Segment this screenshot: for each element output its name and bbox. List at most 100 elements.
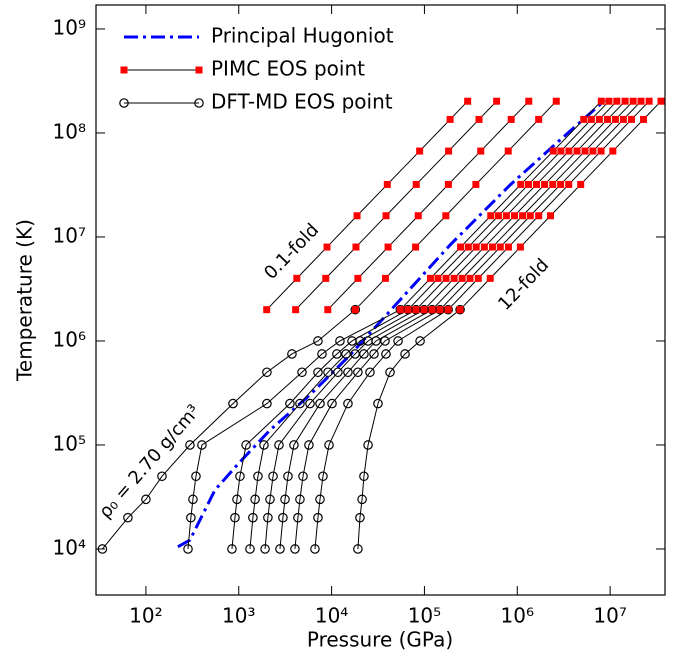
pimc-point <box>502 212 510 220</box>
y-axis-label: Temperature (K) <box>13 219 37 382</box>
dft-point <box>369 349 379 359</box>
dft-point <box>359 471 369 482</box>
pimc-point <box>493 97 501 105</box>
pimc-point <box>354 274 362 282</box>
pimc-point <box>565 147 573 155</box>
dft-point <box>313 336 323 346</box>
pimc-point <box>504 147 512 155</box>
dft-point <box>185 440 195 450</box>
pimc-point <box>629 97 637 105</box>
legend-label: PIMC EOS point <box>211 57 365 81</box>
isochore-line <box>264 309 425 550</box>
pimc-point <box>486 274 494 282</box>
dft-point <box>263 512 273 523</box>
pimc-point <box>293 274 301 282</box>
pimc-point <box>487 212 495 220</box>
pimc-point <box>577 180 585 188</box>
pimc-point <box>464 97 472 105</box>
isochore-line <box>415 100 618 311</box>
dft-point <box>191 471 201 482</box>
isochore-line <box>399 100 602 311</box>
dft-point <box>188 494 198 505</box>
dft-point <box>305 398 315 409</box>
dft-point <box>343 398 353 409</box>
plot-frame <box>95 4 666 596</box>
pimc-point <box>589 147 597 155</box>
dft-point <box>290 544 300 554</box>
isochore-line <box>102 309 356 550</box>
dft-point <box>353 367 363 378</box>
dft-point <box>315 398 325 409</box>
dft-point <box>295 398 305 409</box>
pimc-point <box>434 274 442 282</box>
y-tick-label: 10⁴ <box>53 535 86 559</box>
pimc-point <box>382 212 390 220</box>
annotation: 12-fold <box>494 255 553 315</box>
pimc-point <box>510 212 518 220</box>
pimc-point <box>532 180 540 188</box>
pimc-point <box>496 243 504 251</box>
dft-point <box>228 398 238 409</box>
isochore-line <box>447 100 650 311</box>
pimc-point <box>535 212 543 220</box>
x-tick-label: 10⁶ <box>501 604 534 628</box>
pimc-point <box>480 243 488 251</box>
pimc-point <box>565 180 573 188</box>
pimc-point <box>525 97 533 105</box>
dft-point <box>415 336 425 346</box>
dft-point <box>327 398 337 409</box>
dft-point <box>123 512 133 523</box>
pimc-point <box>581 147 589 155</box>
pimc-point <box>466 274 474 282</box>
dft-point <box>343 367 353 378</box>
isochore-line <box>279 309 433 550</box>
pimc-point <box>324 306 332 314</box>
dft-point <box>315 494 325 505</box>
dft-point <box>245 544 255 554</box>
dft-point <box>350 304 361 315</box>
pimc-point <box>507 115 515 123</box>
pimc-point <box>384 243 392 251</box>
pimc-point <box>436 306 444 314</box>
annotation: ρ₀ = 2.70 g/cm³ <box>95 401 205 523</box>
isochore-line <box>231 309 409 550</box>
pimc-point <box>611 115 619 123</box>
pimc-point <box>351 306 359 314</box>
pimc-point <box>557 147 565 155</box>
y-tick-label: 10⁶ <box>53 327 86 351</box>
isochore-line <box>459 100 662 311</box>
dft-point <box>335 336 345 346</box>
isochore-line <box>249 309 417 550</box>
pimc-point <box>573 147 581 155</box>
pimc-point <box>516 243 524 251</box>
pimc-point <box>412 243 420 251</box>
dft-point <box>455 304 465 315</box>
dft-point <box>380 336 390 346</box>
dft-point <box>324 440 334 450</box>
pimc-point <box>458 274 466 282</box>
dft-point <box>183 544 193 554</box>
dft-point <box>385 367 395 378</box>
pimc-point <box>535 115 543 123</box>
dft-point <box>265 494 275 505</box>
pimc-point <box>580 115 588 123</box>
pimc-point <box>488 243 496 251</box>
y-tick-label: 10⁸ <box>53 119 86 143</box>
pimc-point <box>323 243 331 251</box>
pimc-point <box>603 115 611 123</box>
dft-point <box>268 471 278 482</box>
isochore-line <box>407 100 610 311</box>
dft-point <box>317 349 327 359</box>
pimc-point <box>456 306 464 314</box>
dft-point <box>313 367 323 378</box>
dft-point <box>186 512 196 523</box>
pimc-point <box>609 147 617 155</box>
pimc-point <box>464 243 472 251</box>
dft-point <box>241 440 251 450</box>
pimc-point <box>414 212 422 220</box>
pimc-point <box>474 274 482 282</box>
y-tick-label: 10⁹ <box>53 15 86 39</box>
dft-point <box>293 512 303 523</box>
